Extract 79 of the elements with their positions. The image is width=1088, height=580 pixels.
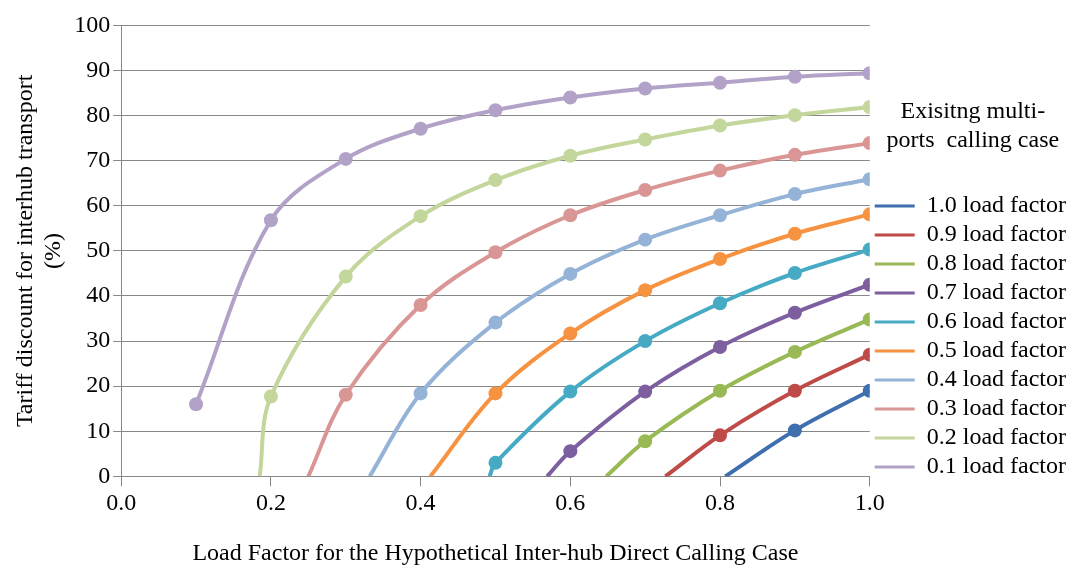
legend-label: 0.8 load factor xyxy=(926,249,1067,276)
legend-label: 0.1 load factor xyxy=(926,452,1067,479)
point xyxy=(713,383,728,398)
point xyxy=(787,187,802,202)
point xyxy=(563,384,578,399)
point xyxy=(563,90,578,105)
point xyxy=(488,455,503,470)
point xyxy=(787,69,802,84)
point xyxy=(488,315,503,330)
x-tick-label: 0.2 xyxy=(255,489,286,516)
legend-label: 0.4 load factor xyxy=(926,365,1067,392)
point xyxy=(787,266,802,280)
point xyxy=(787,108,802,123)
point xyxy=(713,252,728,267)
point xyxy=(413,121,428,136)
point xyxy=(787,147,802,162)
y-tick-label: 50 xyxy=(86,236,111,263)
point xyxy=(638,384,653,399)
point xyxy=(263,389,278,404)
point xyxy=(338,269,353,284)
point xyxy=(488,173,503,188)
point xyxy=(638,132,653,147)
x-tick-label: 0.8 xyxy=(705,489,736,516)
x-tick-label: 0.6 xyxy=(555,489,586,516)
y-tick-label: 20 xyxy=(86,371,111,398)
y-tick-label: 70 xyxy=(86,146,111,172)
legend-label: 0.9 load factor xyxy=(926,220,1067,247)
point xyxy=(713,339,728,354)
point xyxy=(638,434,653,449)
legend-label: 0.7 load factor xyxy=(926,278,1067,305)
y-tick-label: 90 xyxy=(86,55,111,82)
y-tick-label: 100 xyxy=(74,10,111,37)
point xyxy=(563,326,578,341)
point xyxy=(338,387,353,402)
point xyxy=(563,208,578,223)
x-tick-label: 0.0 xyxy=(106,489,137,516)
point xyxy=(638,81,653,96)
legend-label: 0.5 load factor xyxy=(926,336,1067,363)
point xyxy=(713,163,728,178)
point xyxy=(638,183,653,198)
legend-label: 0.3 load factor xyxy=(926,394,1067,421)
legend-label: 0.2 load factor xyxy=(926,423,1067,450)
y-tick-label: 60 xyxy=(86,191,111,218)
y-axis-title: Tariff discount for interhub transport (%) xyxy=(11,74,65,428)
point xyxy=(488,245,503,260)
point xyxy=(713,75,728,90)
point xyxy=(338,151,353,166)
point xyxy=(638,232,653,247)
point xyxy=(713,296,728,311)
point xyxy=(563,266,578,281)
point xyxy=(488,386,503,401)
point xyxy=(713,208,728,223)
y-tick-label: 10 xyxy=(86,416,111,443)
point xyxy=(563,148,578,163)
x-tick-label: 0.4 xyxy=(405,489,436,516)
y-tick-label: 0 xyxy=(98,461,111,488)
point xyxy=(413,209,428,224)
y-tick-label: 40 xyxy=(86,281,111,308)
point xyxy=(787,226,802,241)
legend-title: Exisitng multi- ports calling case xyxy=(886,97,1060,153)
point xyxy=(787,305,802,320)
legend-label: 1.0 load factor xyxy=(926,191,1067,218)
point xyxy=(638,283,653,298)
point xyxy=(488,103,503,118)
y-tick-label: 80 xyxy=(86,100,111,127)
point xyxy=(413,298,428,313)
point xyxy=(413,386,428,401)
point xyxy=(263,213,278,228)
y-tick-label: 30 xyxy=(86,326,111,353)
point xyxy=(787,383,802,398)
point xyxy=(713,428,728,443)
x-tick-label: 1.0 xyxy=(854,489,885,516)
point xyxy=(787,344,802,359)
legend-label: 0.6 load factor xyxy=(926,307,1067,334)
x-axis-title: Load Factor for the Hypothetical Inter-hub Direct Calling Case xyxy=(192,538,799,565)
point xyxy=(638,334,653,349)
point xyxy=(713,118,728,133)
point xyxy=(189,397,204,412)
point xyxy=(563,444,578,459)
